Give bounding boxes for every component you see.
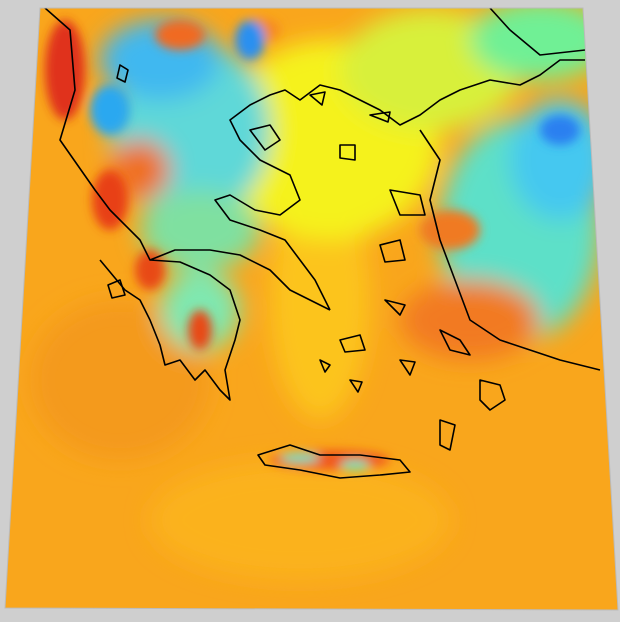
blob [420,210,480,250]
island [339,144,356,161]
map-frame [4,7,619,611]
blob [30,300,210,460]
blob [140,190,260,270]
island [379,239,406,263]
coastline [489,8,586,56]
island [439,419,456,451]
island [369,111,391,123]
blob [45,20,85,120]
blob [340,460,370,470]
blob [188,310,212,350]
island [107,279,126,299]
island [439,329,471,356]
coastlines [44,8,601,479]
blob [90,85,130,135]
island [339,334,366,353]
blob [235,20,265,60]
coastline [214,59,585,311]
blob [155,20,205,50]
blob [280,453,320,463]
relief [45,18,580,470]
island [399,359,416,376]
island [479,379,506,411]
coastline [389,189,426,216]
blob [510,100,610,220]
island [309,91,326,106]
coastline [419,129,601,371]
blob [150,460,450,580]
coastline [44,8,241,401]
island [349,379,363,393]
blob [270,180,370,420]
blob [540,115,580,145]
island [249,124,281,151]
coastline [149,249,331,311]
island [319,359,331,373]
island [116,64,129,83]
island [384,299,406,316]
blob [92,170,128,230]
island [257,444,411,479]
